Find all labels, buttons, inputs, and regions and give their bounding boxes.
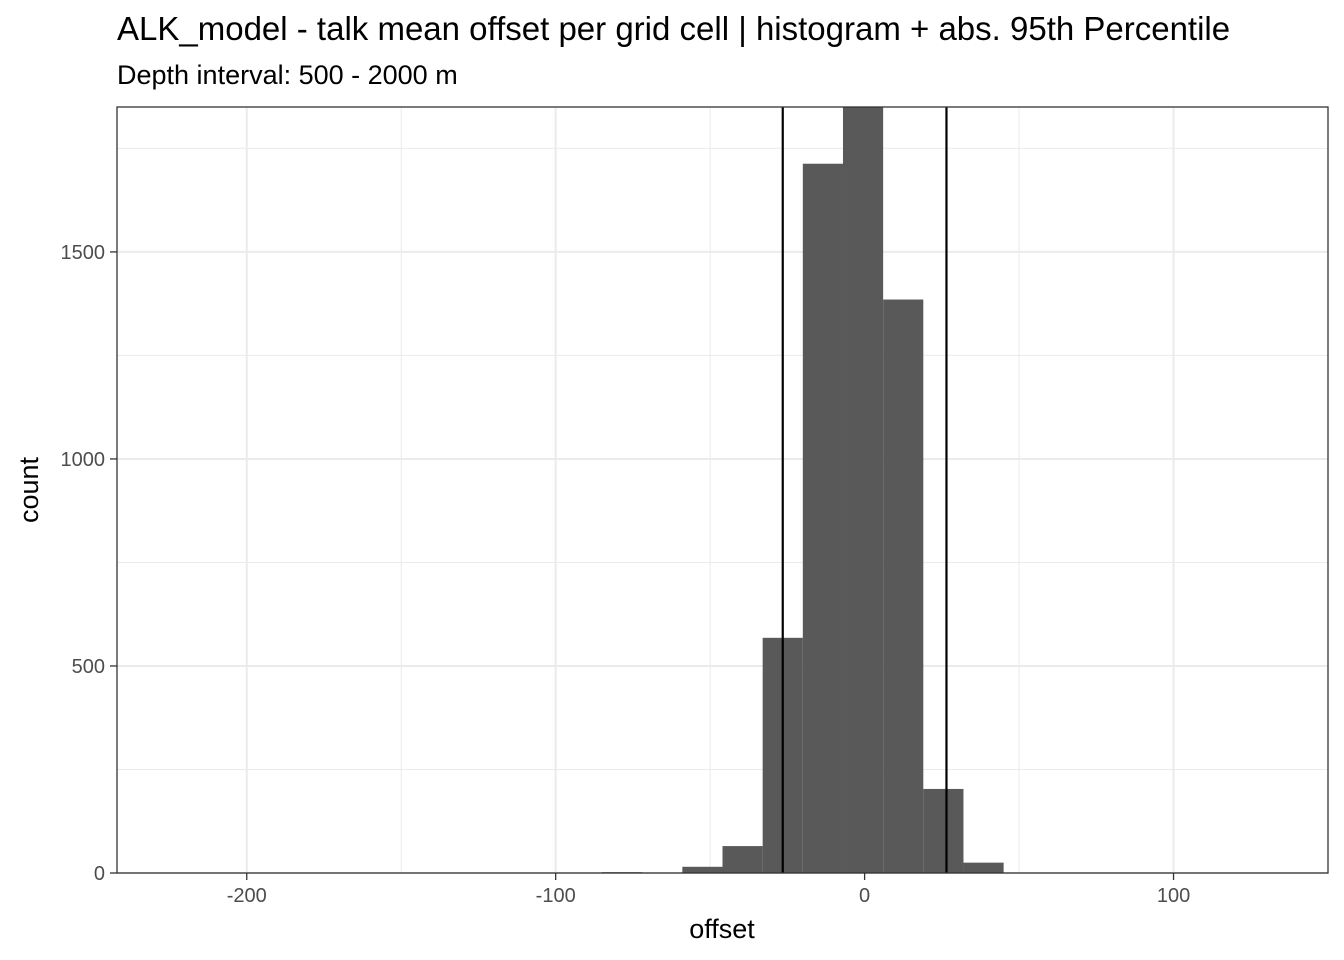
- x-tick-label: -200: [227, 885, 267, 907]
- x-tick-label: 0: [859, 885, 870, 907]
- x-tick-label: 100: [1157, 885, 1190, 907]
- plot-panel-border: [116, 106, 1329, 874]
- histogram-bar: [923, 788, 964, 873]
- histogram-bar: [963, 862, 1004, 873]
- histogram-bar: [682, 866, 723, 873]
- y-tick-label: 500: [72, 656, 105, 678]
- y-axis-title: count: [14, 456, 44, 523]
- grid-lines: [117, 107, 1328, 874]
- histogram-bar: [802, 163, 843, 873]
- y-tick-label: 1000: [61, 449, 106, 471]
- x-tick-label: -100: [536, 885, 576, 907]
- percentile-lines: [781, 107, 948, 873]
- histogram-bars: [602, 107, 1044, 873]
- chart-subtitle: Depth interval: 500 - 2000 m: [117, 60, 458, 90]
- y-tick-label: 0: [94, 863, 105, 885]
- histogram-bar: [883, 299, 924, 873]
- histogram-bar: [722, 846, 763, 873]
- histogram-bar: [842, 107, 884, 873]
- chart-title: ALK_model - talk mean offset per grid ce…: [117, 10, 1230, 47]
- x-axis-title: offset: [689, 914, 755, 944]
- y-tick-label: 1500: [61, 242, 106, 264]
